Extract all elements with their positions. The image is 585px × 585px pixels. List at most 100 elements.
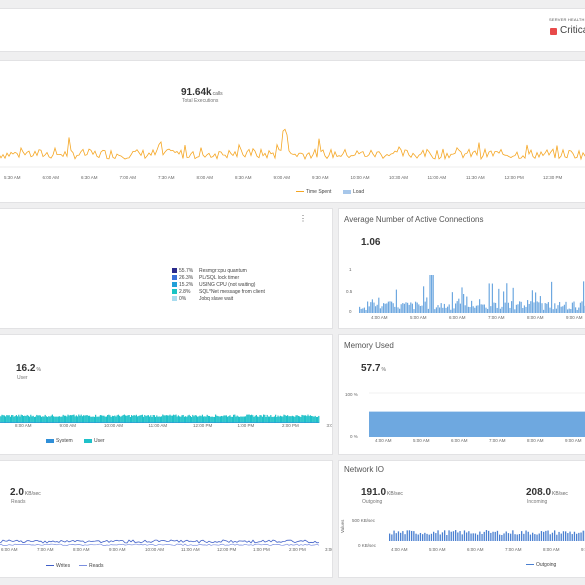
reads-line — [0, 543, 320, 546]
network-bar — [433, 531, 435, 541]
wait-event-item[interactable]: 15.2% USING CPU (not waiting) — [172, 282, 255, 288]
connections-bar — [466, 296, 468, 313]
cpu-user-bar — [104, 416, 106, 423]
legend-load[interactable]: Load — [343, 189, 364, 195]
x-tick: 3:00 PM — [326, 423, 333, 428]
network-bar — [466, 532, 468, 541]
x-tick: 6:00 AM — [1, 547, 18, 552]
cpu-user-bar — [114, 415, 116, 423]
cpu-user-bar — [85, 415, 87, 423]
cpu-user-bar — [45, 416, 47, 423]
legend-system[interactable]: System — [46, 438, 73, 444]
connections-bar — [400, 304, 402, 313]
connections-bar — [447, 306, 449, 313]
network-bar — [472, 533, 474, 541]
cpu-user-bar — [18, 414, 20, 423]
legend-reads[interactable]: Reads — [79, 563, 103, 569]
connections-bar — [549, 307, 551, 313]
cpu-user-bar — [99, 415, 101, 423]
wait-event-item[interactable]: 55.7% Resmgr:cpu quantum — [172, 268, 247, 274]
connections-bar — [555, 308, 557, 313]
server-health-status[interactable]: Critica — [560, 25, 585, 36]
wait-event-pct: 15.2% — [179, 282, 194, 288]
cpu-user-bar — [283, 414, 285, 423]
connections-bar — [467, 306, 469, 313]
cpu-user-bar — [117, 414, 119, 423]
network-bar — [483, 531, 485, 541]
connections-bar — [562, 306, 564, 313]
wait-event-item[interactable]: 26.3% PL/SQL lock timer — [172, 275, 239, 281]
cpu-user-bar — [191, 416, 193, 423]
more-options-icon[interactable]: ⋮ — [299, 214, 307, 223]
cpu-user-bar — [313, 416, 315, 423]
cpu-user-bar — [101, 415, 103, 423]
network-bar — [558, 531, 560, 541]
wait-event-swatch — [172, 268, 177, 274]
connections-bar — [501, 306, 503, 313]
network-bar — [534, 534, 536, 541]
connections-bar — [535, 292, 537, 313]
x-tick: 6:00 AM — [449, 315, 466, 320]
cpu-user-bar — [143, 416, 145, 423]
cpu-user-bar — [74, 416, 76, 423]
connections-bar — [408, 304, 410, 313]
cpu-user-bar — [261, 416, 263, 423]
connections-bar — [413, 309, 415, 313]
cpu-user-bar — [21, 415, 23, 423]
cpu-user-bar — [84, 415, 86, 423]
network-bar — [437, 530, 439, 541]
connections-bar — [546, 303, 548, 313]
network-bar — [444, 530, 446, 541]
network-bar — [441, 532, 444, 541]
wait-event-item[interactable]: 0% Jobq slave wait — [172, 296, 233, 302]
cpu-user-bar — [78, 414, 80, 423]
cpu-user-bar — [27, 415, 29, 423]
legend-outgoing[interactable]: Outgoing — [526, 562, 556, 568]
legend-writes[interactable]: Writes — [46, 563, 70, 569]
network-bar — [540, 531, 543, 541]
cpu-user-bar — [125, 415, 127, 423]
cpu-user-bar — [257, 416, 259, 423]
cpu-user-bar — [221, 415, 223, 423]
network-bar — [536, 534, 538, 541]
connections-bar — [512, 287, 514, 313]
connections-bar — [370, 302, 372, 313]
memory-y-tick-bottom: 0 % — [350, 434, 358, 439]
cpu-user-bar — [152, 415, 154, 423]
legend-user[interactable]: User — [84, 438, 105, 444]
cpu-user-bar — [38, 415, 40, 423]
wait-event-pct: 0% — [179, 296, 187, 302]
cpu-user-bar — [59, 416, 61, 423]
cpu-user-bar — [260, 415, 262, 423]
connections-bar — [448, 304, 450, 313]
x-tick: 5:00 AM — [429, 547, 446, 552]
cpu-user-bar — [240, 416, 242, 423]
legend-time-spent[interactable]: Time Spent — [296, 189, 331, 195]
network-bar — [415, 533, 417, 541]
cpu-user-bar — [174, 415, 176, 423]
cpu-user-bar — [189, 415, 191, 423]
cpu-user-bar — [265, 416, 267, 423]
network-bar — [492, 531, 494, 541]
wait-event-item[interactable]: 2.8% SQL*Net message from client — [172, 289, 265, 295]
connections-bar — [485, 307, 487, 313]
cpu-user-bar — [169, 414, 171, 423]
x-tick: 1:00 PM — [253, 547, 270, 552]
cpu-user-bar — [140, 415, 142, 423]
wait-event-label: PL/SQL lock timer — [199, 275, 240, 281]
memory-title: Memory Used — [344, 341, 394, 350]
network-bar — [448, 530, 450, 541]
cpu-user-bar — [141, 414, 143, 423]
connections-bar — [464, 305, 466, 313]
connections-bar — [442, 307, 444, 313]
network-incoming-value: 208.0KB/sec — [526, 487, 568, 498]
connections-bar — [421, 305, 423, 313]
cpu-user-bar — [194, 415, 196, 423]
x-tick: 5:30 AM — [4, 175, 21, 180]
cpu-user-bar — [127, 415, 129, 423]
connections-bar — [493, 302, 495, 313]
cpu-user-bar — [116, 415, 118, 423]
disk-io-value: 2.0KB/sec — [10, 487, 41, 498]
network-y-tick-top: 500 KB/sec — [352, 518, 376, 523]
connections-bar — [423, 286, 425, 313]
